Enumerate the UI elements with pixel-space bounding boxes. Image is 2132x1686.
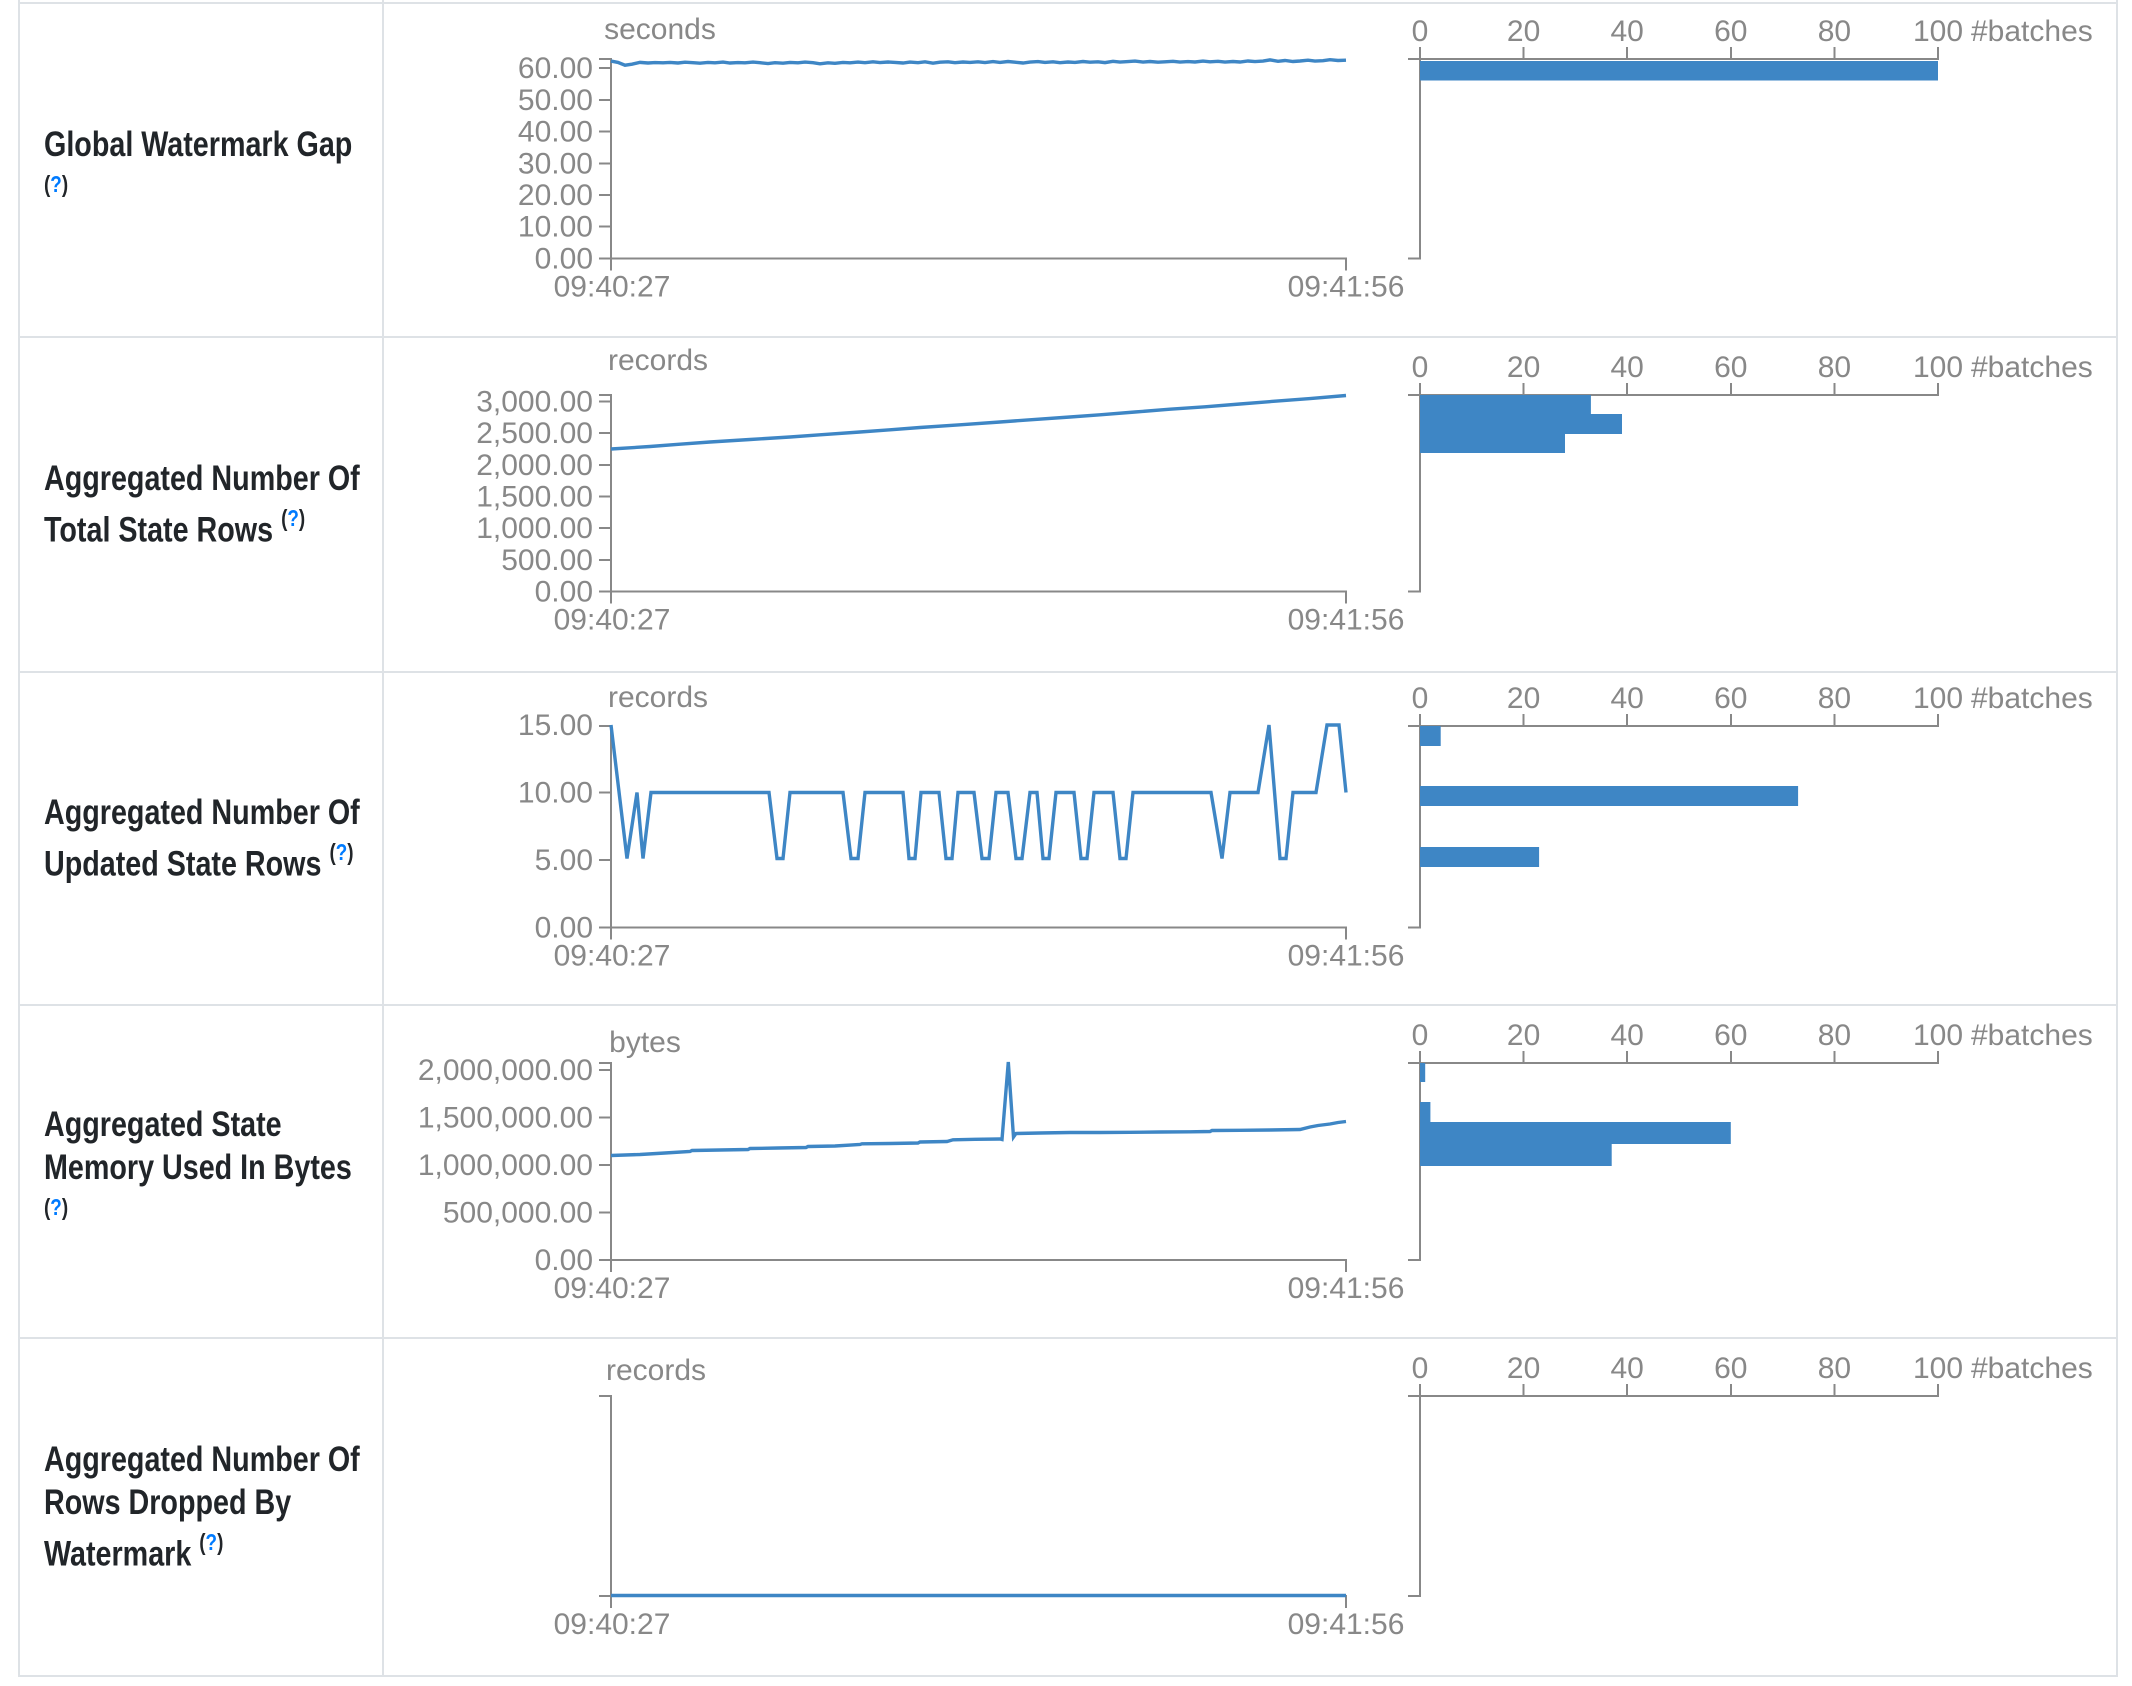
svg-text:seconds: seconds [604,13,716,46]
svg-text:#batches: #batches [1971,15,2093,48]
svg-text:60: 60 [1714,682,1747,715]
svg-text:0: 0 [1412,682,1429,715]
svg-text:#batches: #batches [1971,1352,2093,1385]
svg-text:records: records [608,681,708,714]
svg-text:40: 40 [1611,351,1644,384]
svg-text:80: 80 [1818,351,1851,384]
svg-text:0.00: 0.00 [535,912,593,945]
svg-text:0.00: 0.00 [535,576,593,609]
svg-text:09:41:56: 09:41:56 [1288,940,1405,973]
svg-text:60: 60 [1714,15,1747,48]
svg-text:20.00: 20.00 [518,179,593,212]
svg-text:500,000.00: 500,000.00 [443,1197,593,1230]
svg-text:#batches: #batches [1971,351,2093,384]
svg-text:1,500,000.00: 1,500,000.00 [418,1102,593,1135]
svg-text:09:41:56: 09:41:56 [1288,270,1405,303]
svg-text:5.00: 5.00 [535,844,593,877]
svg-text:60: 60 [1714,351,1747,384]
svg-text:09:40:27: 09:40:27 [554,604,671,637]
svg-text:09:40:27: 09:40:27 [554,940,671,973]
svg-text:0.00: 0.00 [535,1244,593,1277]
svg-text:records: records [606,1354,706,1387]
svg-text:2,000.00: 2,000.00 [476,449,593,482]
svg-text:30.00: 30.00 [518,147,593,180]
svg-text:2,000,000.00: 2,000,000.00 [418,1054,593,1087]
svg-text:1,000,000.00: 1,000,000.00 [418,1149,593,1182]
svg-text:2,500.00: 2,500.00 [476,417,593,450]
svg-text:500.00: 500.00 [501,544,593,577]
svg-text:20: 20 [1507,1352,1540,1385]
svg-text:0.00: 0.00 [535,242,593,275]
svg-text:09:41:56: 09:41:56 [1288,1272,1405,1305]
svg-text:80: 80 [1818,682,1851,715]
svg-text:0: 0 [1412,1352,1429,1385]
svg-text:20: 20 [1507,682,1540,715]
svg-text:#batches: #batches [1971,1019,2093,1052]
svg-text:100: 100 [1913,351,1963,384]
svg-text:20: 20 [1507,1019,1540,1052]
svg-text:20: 20 [1507,351,1540,384]
svg-text:100: 100 [1913,15,1963,48]
svg-text:40: 40 [1611,682,1644,715]
svg-text:80: 80 [1818,15,1851,48]
svg-text:60: 60 [1714,1352,1747,1385]
svg-text:3,000.00: 3,000.00 [476,386,593,419]
svg-text:50.00: 50.00 [518,84,593,117]
svg-text:40: 40 [1611,1019,1644,1052]
svg-text:09:41:56: 09:41:56 [1288,1608,1405,1641]
svg-text:40: 40 [1611,15,1644,48]
svg-text:10.00: 10.00 [518,211,593,244]
svg-text:80: 80 [1818,1019,1851,1052]
svg-text:0: 0 [1412,1019,1429,1052]
svg-text:100: 100 [1913,1019,1963,1052]
svg-text:#batches: #batches [1971,682,2093,715]
svg-text:15.00: 15.00 [518,709,593,742]
svg-text:40: 40 [1611,1352,1644,1385]
svg-text:09:41:56: 09:41:56 [1288,604,1405,637]
svg-text:60.00: 60.00 [518,52,593,85]
svg-text:1,000.00: 1,000.00 [476,512,593,545]
svg-text:10.00: 10.00 [518,777,593,810]
svg-text:0: 0 [1412,351,1429,384]
svg-text:records: records [608,344,708,377]
svg-text:bytes: bytes [609,1026,681,1059]
svg-text:80: 80 [1818,1352,1851,1385]
svg-text:09:40:27: 09:40:27 [554,1608,671,1641]
svg-text:0: 0 [1412,15,1429,48]
svg-text:1,500.00: 1,500.00 [476,481,593,514]
svg-text:09:40:27: 09:40:27 [554,1272,671,1305]
svg-text:60: 60 [1714,1019,1747,1052]
svg-text:20: 20 [1507,15,1540,48]
svg-text:100: 100 [1913,1352,1963,1385]
svg-text:100: 100 [1913,682,1963,715]
svg-text:40.00: 40.00 [518,116,593,149]
svg-text:09:40:27: 09:40:27 [554,270,671,303]
